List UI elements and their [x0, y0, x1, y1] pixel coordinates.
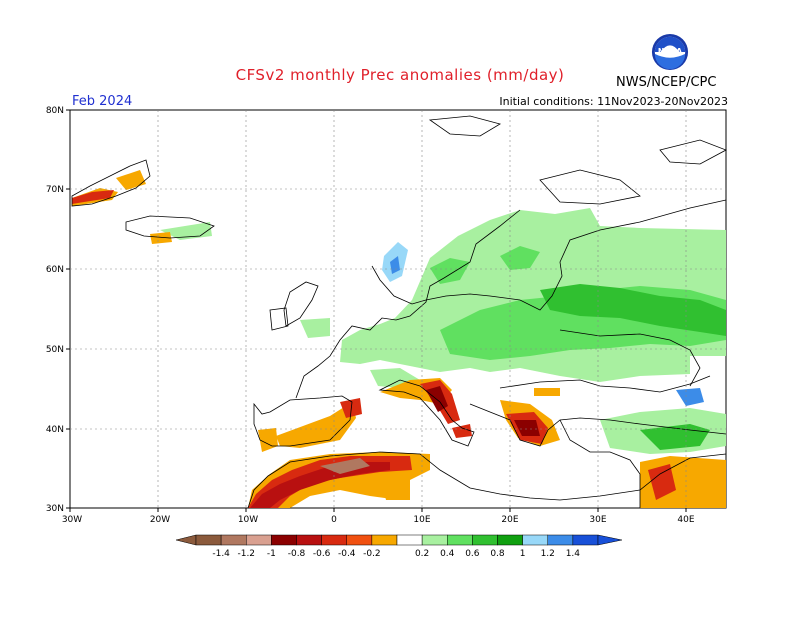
- coastlines: [71, 115, 727, 509]
- colorbar-swatch: [421, 534, 448, 546]
- colorbar-swatch: [271, 534, 297, 546]
- graticule: [70, 110, 726, 508]
- lon-label: 10E: [413, 515, 430, 525]
- colorbar-swatch: [321, 534, 347, 546]
- colorbar-arrow-left: [175, 534, 197, 546]
- colorbar-label: 0.8: [490, 549, 505, 559]
- colorbar-swatch: [547, 534, 574, 546]
- lat-label: 50N: [46, 345, 64, 355]
- colorbar-swatch: [472, 534, 498, 546]
- lon-label: 20E: [501, 515, 518, 525]
- anomaly-shading: [72, 170, 726, 508]
- colorbar-label: -0.6: [313, 549, 331, 559]
- colorbar-swatch: [522, 534, 548, 546]
- lat-label: 80N: [46, 106, 64, 116]
- colorbar-label: 1.2: [541, 549, 555, 559]
- lon-label: 10W: [238, 515, 258, 525]
- colorbar-label: 0.4: [440, 549, 455, 559]
- colorbar-label: -0.2: [363, 549, 381, 559]
- colorbar-swatch: [195, 534, 222, 546]
- colorbar: -1.4 -1.2 -1 -0.8 -0.6 -0.4 -0.2 0.2 0.4 0.6 0.8 1 1…: [175, 534, 623, 559]
- colorbar-swatch: [497, 534, 523, 546]
- lat-label: 60N: [46, 265, 64, 275]
- logo-text: NOAA: [658, 47, 682, 56]
- colorbar-swatch: [246, 534, 272, 546]
- longitude-labels: 30W 20W 10W 0 10E 20E 30E 40E: [62, 515, 695, 525]
- lon-label: 20W: [150, 515, 170, 525]
- lat-label: 30N: [46, 504, 64, 514]
- colorbar-swatch: [447, 534, 473, 546]
- lat-label: 70N: [46, 185, 64, 195]
- colorbar-arrow-right: [597, 534, 623, 546]
- colorbar-label: -1: [267, 549, 276, 559]
- colorbar-swatch: [346, 534, 373, 546]
- colorbar-label: -1.2: [237, 549, 255, 559]
- colorbar-swatch: [371, 534, 398, 546]
- agency-label: NWS/NCEP/CPC: [616, 75, 717, 90]
- forecast-month: Feb 2024: [72, 94, 133, 109]
- initial-conditions: Initial conditions: 11Nov2023-20Nov2023: [499, 95, 728, 108]
- colorbar-swatch: [396, 534, 423, 546]
- map-title: CFSv2 monthly Prec anomalies (mm/day): [235, 66, 565, 84]
- latitude-labels: 30N 40N 50N 60N 70N 80N: [46, 106, 64, 514]
- axis-ticks: [66, 109, 687, 512]
- colorbar-swatch: [572, 534, 599, 546]
- colorbar-swatch: [220, 534, 247, 546]
- lon-label: 30W: [62, 515, 82, 525]
- colorbar-label: -1.4: [212, 549, 230, 559]
- colorbar-swatch: [296, 534, 322, 546]
- lat-label: 40N: [46, 425, 64, 435]
- lon-label: 0: [331, 515, 337, 525]
- noaa-logo-icon: NOAA: [651, 33, 689, 71]
- colorbar-label: 0.2: [415, 549, 429, 559]
- colorbar-label: 1.4: [566, 549, 581, 559]
- lon-label: 40E: [677, 515, 694, 525]
- colorbar-label: -0.8: [288, 549, 306, 559]
- colorbar-label: -0.4: [338, 549, 356, 559]
- lon-label: 30E: [589, 515, 606, 525]
- colorbar-label: 0.6: [465, 549, 480, 559]
- colorbar-label: 1: [520, 549, 526, 559]
